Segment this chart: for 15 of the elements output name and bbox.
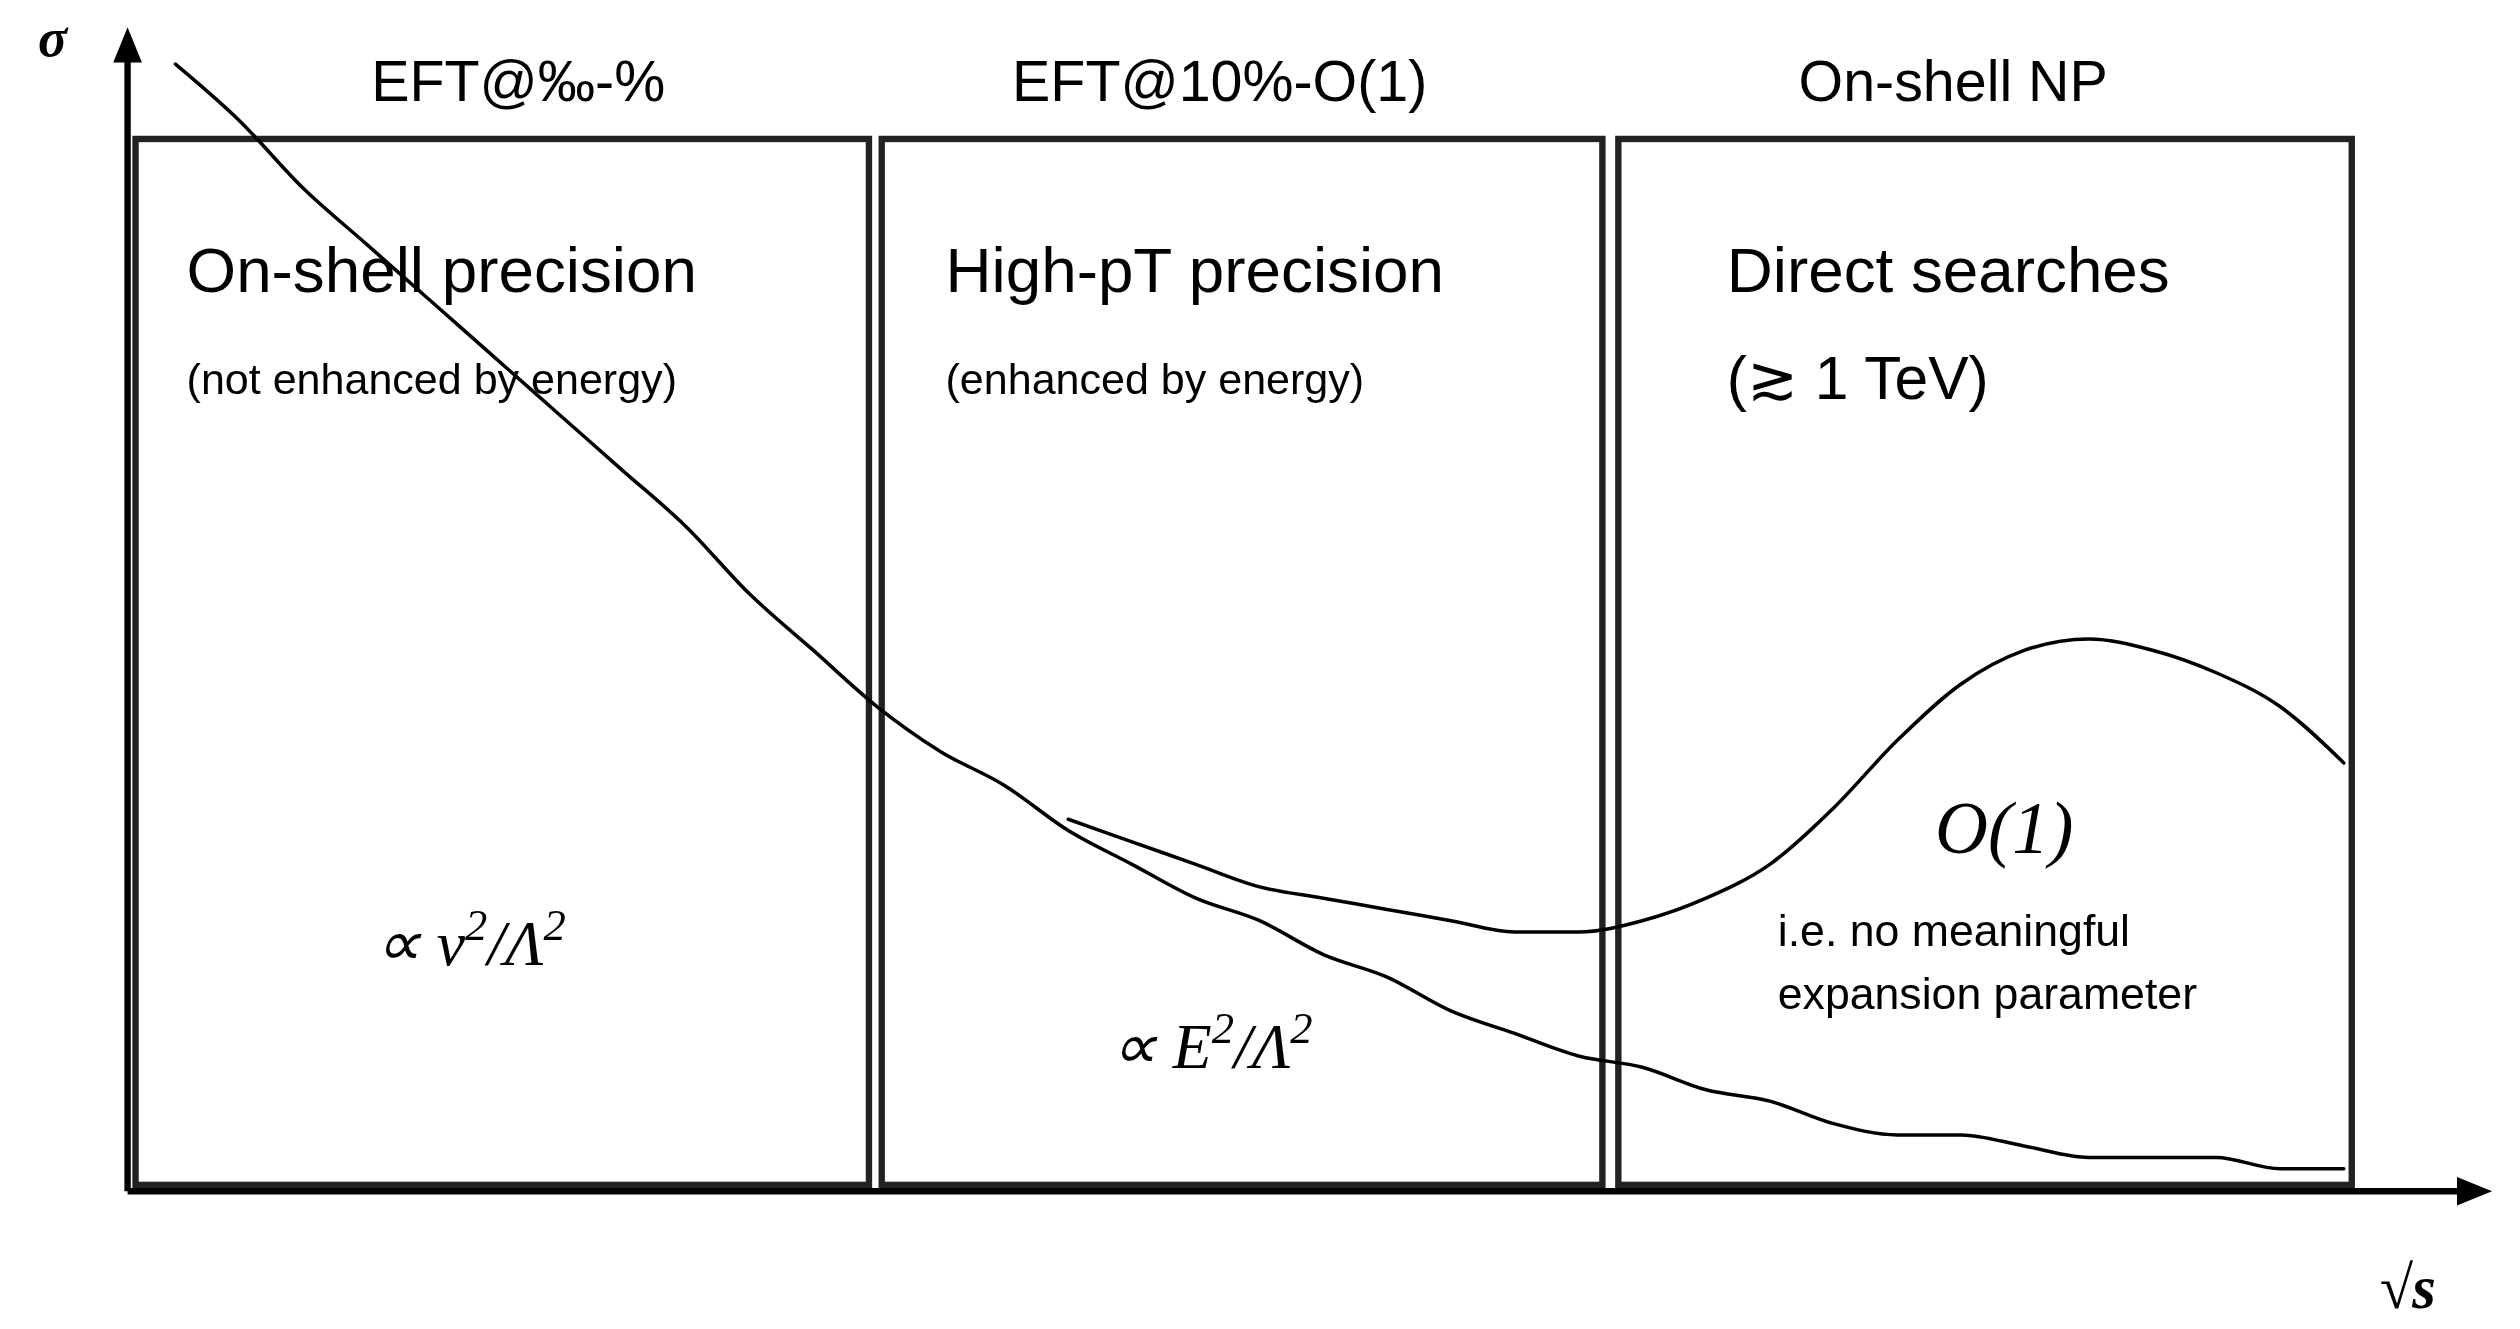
annotation: O(1) — [1934, 788, 2074, 870]
annotation: Direct searches — [1726, 234, 2170, 307]
annotation: ∝ v$^{2}$/Λ$^{2}$ — [374, 899, 566, 979]
x-axis-title: √s — [2379, 1253, 2436, 1321]
annotation: EFT@‰-% — [371, 48, 666, 113]
annotation: ∝ E$^{2}$/Λ$^{2}$ — [1110, 1003, 1313, 1083]
annotation: (not enhanced by energy) — [186, 355, 677, 404]
annotation: (≳ 1 TeV) — [1726, 343, 1989, 412]
annotation: (enhanced by energy) — [945, 355, 1365, 404]
annotation: EFT@10%-O(1) — [1012, 48, 1428, 113]
annotation: On-shell NP — [1798, 48, 2108, 113]
annotation: expansion parameter — [1777, 969, 2198, 1019]
annotation: High-pT precision — [945, 234, 1445, 307]
y-axis-title: σ — [38, 8, 70, 69]
annotation: i.e. no meaningful — [1777, 905, 2131, 955]
